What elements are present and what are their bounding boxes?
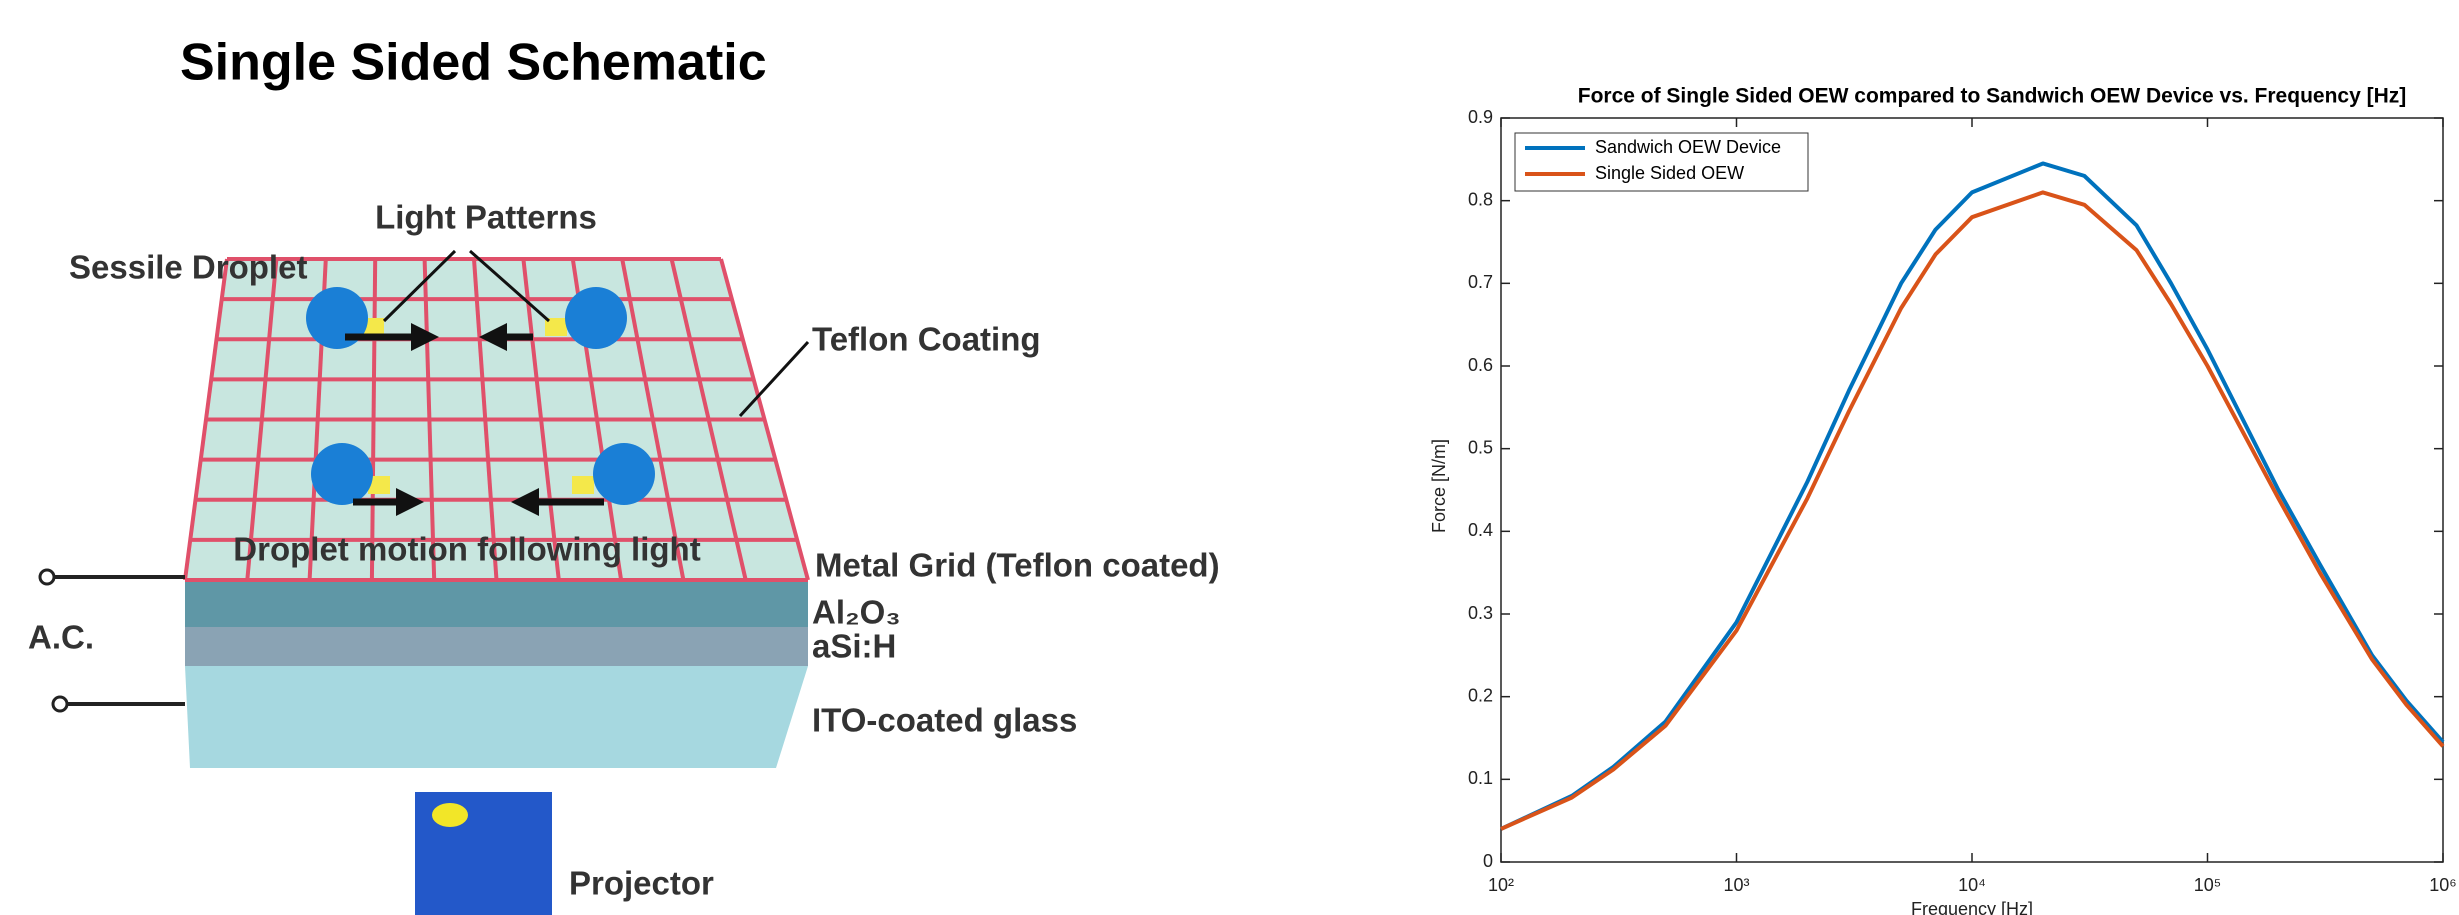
schematic-label: ITO-coated glass xyxy=(812,702,1077,739)
x-tick-label: 10² xyxy=(1488,875,1514,895)
y-tick-label: 0.5 xyxy=(1468,437,1493,457)
schematic-label: Projector xyxy=(569,865,714,902)
y-tick-label: 0.2 xyxy=(1468,685,1493,705)
y-tick-label: 0 xyxy=(1483,851,1493,871)
schematic-label: Metal Grid (Teflon coated) xyxy=(815,547,1220,584)
slide: Single Sided Schematic Light PatternsSe xyxy=(0,0,2459,915)
terminal xyxy=(53,697,67,711)
glass-layer xyxy=(185,666,808,768)
schematic-label: Droplet motion following light xyxy=(233,531,700,568)
slide-title: Single Sided Schematic xyxy=(180,34,767,92)
lens xyxy=(432,803,468,827)
schematic-label: Al₂O₃ xyxy=(812,594,901,631)
y-tick-label: 0.1 xyxy=(1468,768,1493,788)
plot-area xyxy=(1501,118,2443,862)
schematic-label: Teflon Coating xyxy=(812,321,1041,358)
y-tick-label: 0.8 xyxy=(1468,189,1493,209)
y-tick-label: 0.7 xyxy=(1468,272,1493,292)
legend-label: Single Sided OEW xyxy=(1595,163,1744,183)
terminal xyxy=(40,570,54,584)
x-axis-label: Frequency [Hz] xyxy=(1911,899,2033,915)
y-tick-label: 0.4 xyxy=(1468,520,1493,540)
al2o3-layer xyxy=(185,580,808,627)
x-tick-label: 10³ xyxy=(1723,875,1749,895)
y-tick-label: 0.9 xyxy=(1468,107,1493,127)
x-tick-label: 10⁴ xyxy=(1958,875,1986,895)
schematic-label: A.C. xyxy=(28,619,94,656)
chart-title: Force of Single Sided OEW compared to Sa… xyxy=(1578,85,2407,108)
chart: Force of Single Sided OEW compared to Sa… xyxy=(1429,85,2457,915)
schematic-label: aSi:H xyxy=(812,628,896,665)
schematic-label: Light Patterns xyxy=(375,199,597,236)
asi-layer xyxy=(185,627,808,666)
legend-label: Sandwich OEW Device xyxy=(1595,137,1781,157)
y-tick-label: 0.6 xyxy=(1468,355,1493,375)
y-axis-label: Force [N/m] xyxy=(1429,439,1449,533)
schematic-label: Sessile Droplet xyxy=(69,249,307,286)
x-tick-label: 10⁶ xyxy=(2429,875,2456,895)
x-tick-label: 10⁵ xyxy=(2194,875,2221,895)
y-tick-label: 0.3 xyxy=(1468,603,1493,623)
